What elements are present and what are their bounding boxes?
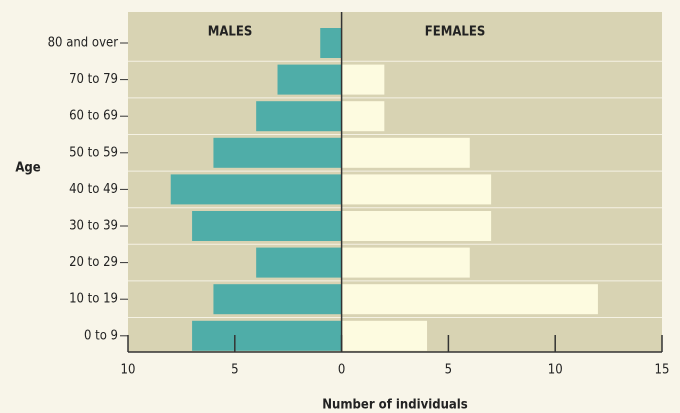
y-tick-label: 80 and over xyxy=(48,36,119,51)
legend-label: FEMALES xyxy=(425,25,486,40)
bar xyxy=(256,101,342,132)
bar xyxy=(192,320,342,351)
bar xyxy=(341,247,470,278)
legend-label: MALES xyxy=(208,25,253,40)
bar xyxy=(277,64,342,95)
bar xyxy=(341,211,492,241)
bar xyxy=(170,174,342,205)
y-tick-label: 10 to 19 xyxy=(69,292,118,307)
bar xyxy=(341,64,385,95)
bar xyxy=(341,101,385,132)
bar xyxy=(213,137,342,168)
bar xyxy=(341,174,492,205)
bar xyxy=(341,137,470,168)
y-axis-title: Age xyxy=(15,161,40,176)
y-tick-label: 30 to 39 xyxy=(69,219,118,234)
bar xyxy=(341,284,598,315)
y-tick-label: 40 to 49 xyxy=(69,182,118,197)
y-tick-label: 70 to 79 xyxy=(69,72,118,87)
bar xyxy=(320,28,342,58)
y-tick-label: 50 to 59 xyxy=(69,145,118,160)
x-tick-label: 5 xyxy=(445,363,452,378)
y-tick-label: 20 to 29 xyxy=(69,255,118,270)
x-axis-title: Number of individuals xyxy=(322,398,468,413)
x-tick-label: 5 xyxy=(231,363,238,378)
bar xyxy=(256,247,342,278)
x-tick-label: 0 xyxy=(338,363,345,378)
x-tick-label: 10 xyxy=(121,363,136,378)
x-tick-label: 10 xyxy=(548,363,563,378)
y-tick-label: 60 to 69 xyxy=(69,109,118,124)
x-tick-label: 15 xyxy=(655,363,670,378)
bar xyxy=(192,211,342,241)
bar xyxy=(213,284,342,315)
y-tick-label: 0 to 9 xyxy=(84,328,118,343)
bar xyxy=(341,320,428,351)
